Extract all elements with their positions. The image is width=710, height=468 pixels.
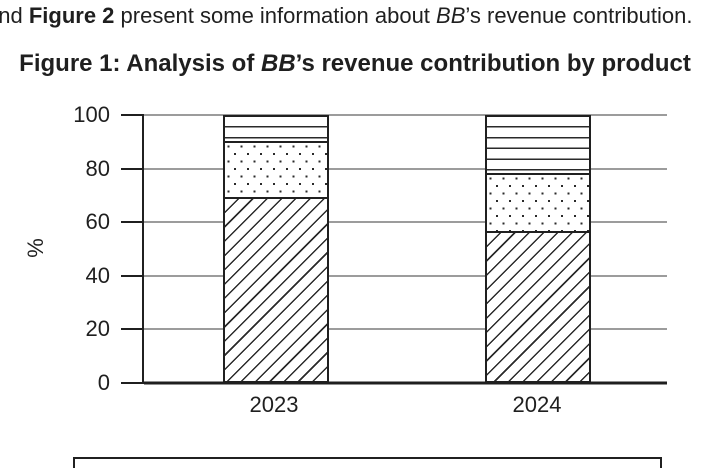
- y-axis-tick-label-40: 40: [85, 262, 110, 288]
- bar-2023-horizontal-lines-segment: [225, 117, 327, 144]
- gridline-60: [144, 221, 667, 224]
- legend-box: [73, 457, 662, 468]
- intro-middle: present some information about: [114, 3, 437, 28]
- figure-title: Figure 1: Analysis of BB’s revenue contr…: [0, 50, 710, 78]
- x-axis-baseline: [144, 381, 667, 385]
- bar-2023: [223, 115, 329, 383]
- figure-title-company: BB: [261, 50, 296, 77]
- y-axis-label: %: [23, 238, 48, 258]
- y-axis-tick-80: [121, 167, 144, 170]
- bar-2024-dots-segment: [487, 175, 589, 234]
- intro-company-name: BB: [436, 3, 466, 28]
- intro-text: and Figure 2 present some information ab…: [0, 1, 692, 31]
- y-axis-tick-label-20: 20: [85, 316, 110, 342]
- x-tick-label-2024: 2024: [512, 392, 562, 417]
- x-tick-label-2023: 2023: [249, 392, 299, 417]
- gridline-40: [144, 274, 667, 277]
- y-axis-tick-20: [121, 328, 144, 331]
- y-axis-tick-label-0: 0: [97, 370, 110, 395]
- bar-2023-diagonal-lines-segment: [225, 198, 327, 381]
- figure-title-suffix: ’s revenue contribution by product: [295, 50, 691, 77]
- y-axis-tick-100: [121, 114, 144, 116]
- y-axis-tick-40: [121, 274, 144, 277]
- y-axis-tick-label-80: 80: [85, 155, 110, 181]
- y-axis-tick-label-60: 60: [85, 209, 110, 235]
- figure-title-prefix: Figure 1: Analysis of: [19, 50, 261, 77]
- intro-prefix: and: [0, 3, 23, 28]
- gridline-80: [144, 167, 667, 170]
- y-axis-tick-0: [121, 382, 144, 384]
- plot-area: 0 20 40 60 80 100: [73, 104, 667, 394]
- y-axis-tick-label-100: 100: [73, 102, 110, 127]
- intro-suffix: ’s revenue contribution.: [465, 3, 693, 28]
- bar-2024-horizontal-lines-segment: [487, 117, 589, 176]
- bar-2024-diagonal-lines-segment: [487, 233, 589, 381]
- intro-figure-ref: Figure 2: [28, 3, 115, 28]
- bar-2024: [485, 115, 591, 383]
- gridline-100: [144, 114, 667, 116]
- bar-2023-dots-segment: [225, 143, 327, 199]
- y-axis-tick-60: [121, 221, 144, 224]
- gridline-20: [144, 328, 667, 331]
